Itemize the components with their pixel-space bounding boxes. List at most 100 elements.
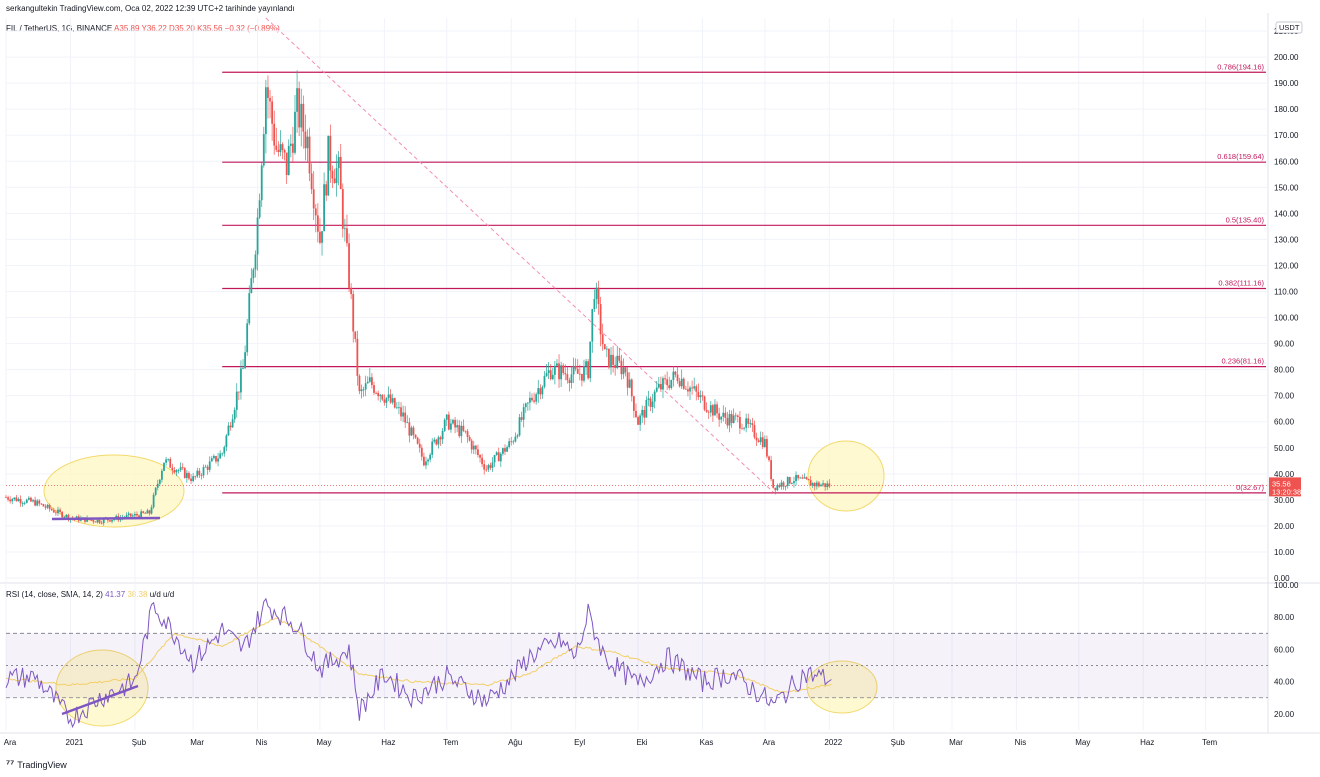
candle-body: [745, 418, 748, 428]
candle-body: [125, 515, 128, 518]
candle: [350, 283, 353, 300]
candle-body: [171, 467, 174, 471]
candle: [651, 393, 654, 414]
candle: [674, 370, 677, 378]
candle: [292, 126, 294, 162]
candle-body: [333, 178, 336, 184]
candle-body: [445, 414, 448, 420]
candle-body: [277, 149, 280, 153]
candle-body: [140, 511, 143, 518]
candle-body: [450, 423, 452, 430]
candle-body: [479, 455, 481, 458]
last-price-tag: [1269, 477, 1301, 497]
candle: [526, 402, 529, 411]
candle-body: [321, 231, 323, 243]
candle: [481, 453, 484, 468]
candle: [395, 402, 398, 410]
candle: [655, 380, 658, 393]
candle-body: [687, 389, 689, 392]
candle: [472, 440, 475, 455]
candle: [152, 492, 155, 509]
rsi-value: 41.37: [105, 590, 126, 599]
candle-body: [541, 386, 544, 395]
candle-body: [98, 519, 101, 523]
candle: [799, 476, 802, 479]
candle-body: [57, 509, 59, 514]
candle-body: [747, 418, 750, 424]
candle: [709, 401, 712, 417]
candle: [46, 503, 49, 510]
candle-body: [217, 458, 219, 462]
candle: [425, 456, 427, 470]
candle-body: [766, 439, 768, 457]
candle: [786, 476, 789, 489]
candle-body: [489, 465, 492, 468]
candle-body: [90, 519, 93, 521]
candle: [649, 396, 652, 412]
price-tick-label: 80.00: [1274, 366, 1295, 375]
candle: [146, 508, 149, 514]
time-tick-label: 2022: [824, 738, 842, 747]
candle-body: [807, 479, 810, 481]
candle: [772, 479, 775, 489]
candle-body: [92, 520, 95, 522]
candle-body: [27, 497, 30, 500]
candle-body: [716, 404, 718, 414]
candlestick-series: [5, 70, 831, 526]
candle: [136, 511, 138, 518]
candle: [213, 454, 215, 460]
rsi-title[interactable]: RSI (14, close, SMA, 14, 2): [6, 590, 103, 599]
price-tick-label: 120.00: [1274, 261, 1299, 270]
candle-body: [343, 228, 346, 230]
candle: [200, 473, 203, 480]
candle-body: [335, 168, 338, 184]
candle-body: [383, 399, 386, 403]
candle: [283, 148, 286, 161]
candle-body: [443, 419, 446, 431]
candle-body: [539, 388, 542, 395]
candle-body: [40, 503, 43, 505]
candle-body: [287, 145, 290, 176]
candle: [558, 354, 560, 388]
candle-body: [391, 398, 394, 403]
candle-body: [75, 516, 78, 519]
candle-body: [360, 389, 363, 392]
candle: [294, 94, 296, 155]
candle-body: [273, 123, 276, 146]
candle-body: [319, 231, 321, 243]
candle-body: [271, 101, 274, 124]
candle-body: [223, 447, 226, 454]
candle: [144, 511, 147, 514]
symbol-name[interactable]: FIL / TetherUS, 1G, BINANCE: [6, 24, 113, 33]
candle-body: [323, 184, 325, 232]
candle-body: [100, 522, 103, 524]
candle: [501, 447, 504, 456]
time-tick-label: Ara: [4, 738, 17, 747]
candle: [192, 472, 195, 483]
candle: [181, 463, 184, 471]
candle: [774, 487, 777, 495]
candle-body: [574, 365, 577, 369]
candle: [254, 250, 257, 278]
candle-body: [531, 397, 533, 401]
candle: [680, 369, 683, 390]
candle-body: [198, 470, 201, 476]
candle-body: [759, 437, 762, 443]
candle: [441, 427, 444, 445]
candle-body: [25, 499, 28, 503]
candle: [202, 464, 205, 479]
candle-body: [641, 409, 644, 416]
candle-body: [682, 378, 685, 389]
candle: [450, 418, 452, 433]
candle: [514, 432, 517, 443]
candle-body: [649, 398, 652, 407]
candle-body: [269, 97, 271, 102]
candle-body: [96, 519, 99, 523]
candle-body: [755, 437, 758, 441]
candle: [747, 413, 750, 428]
candle: [54, 509, 57, 516]
candle: [537, 379, 540, 403]
tradingview-brand[interactable]: ⁷⁷ TradingView: [6, 759, 67, 770]
candle-body: [472, 445, 475, 450]
